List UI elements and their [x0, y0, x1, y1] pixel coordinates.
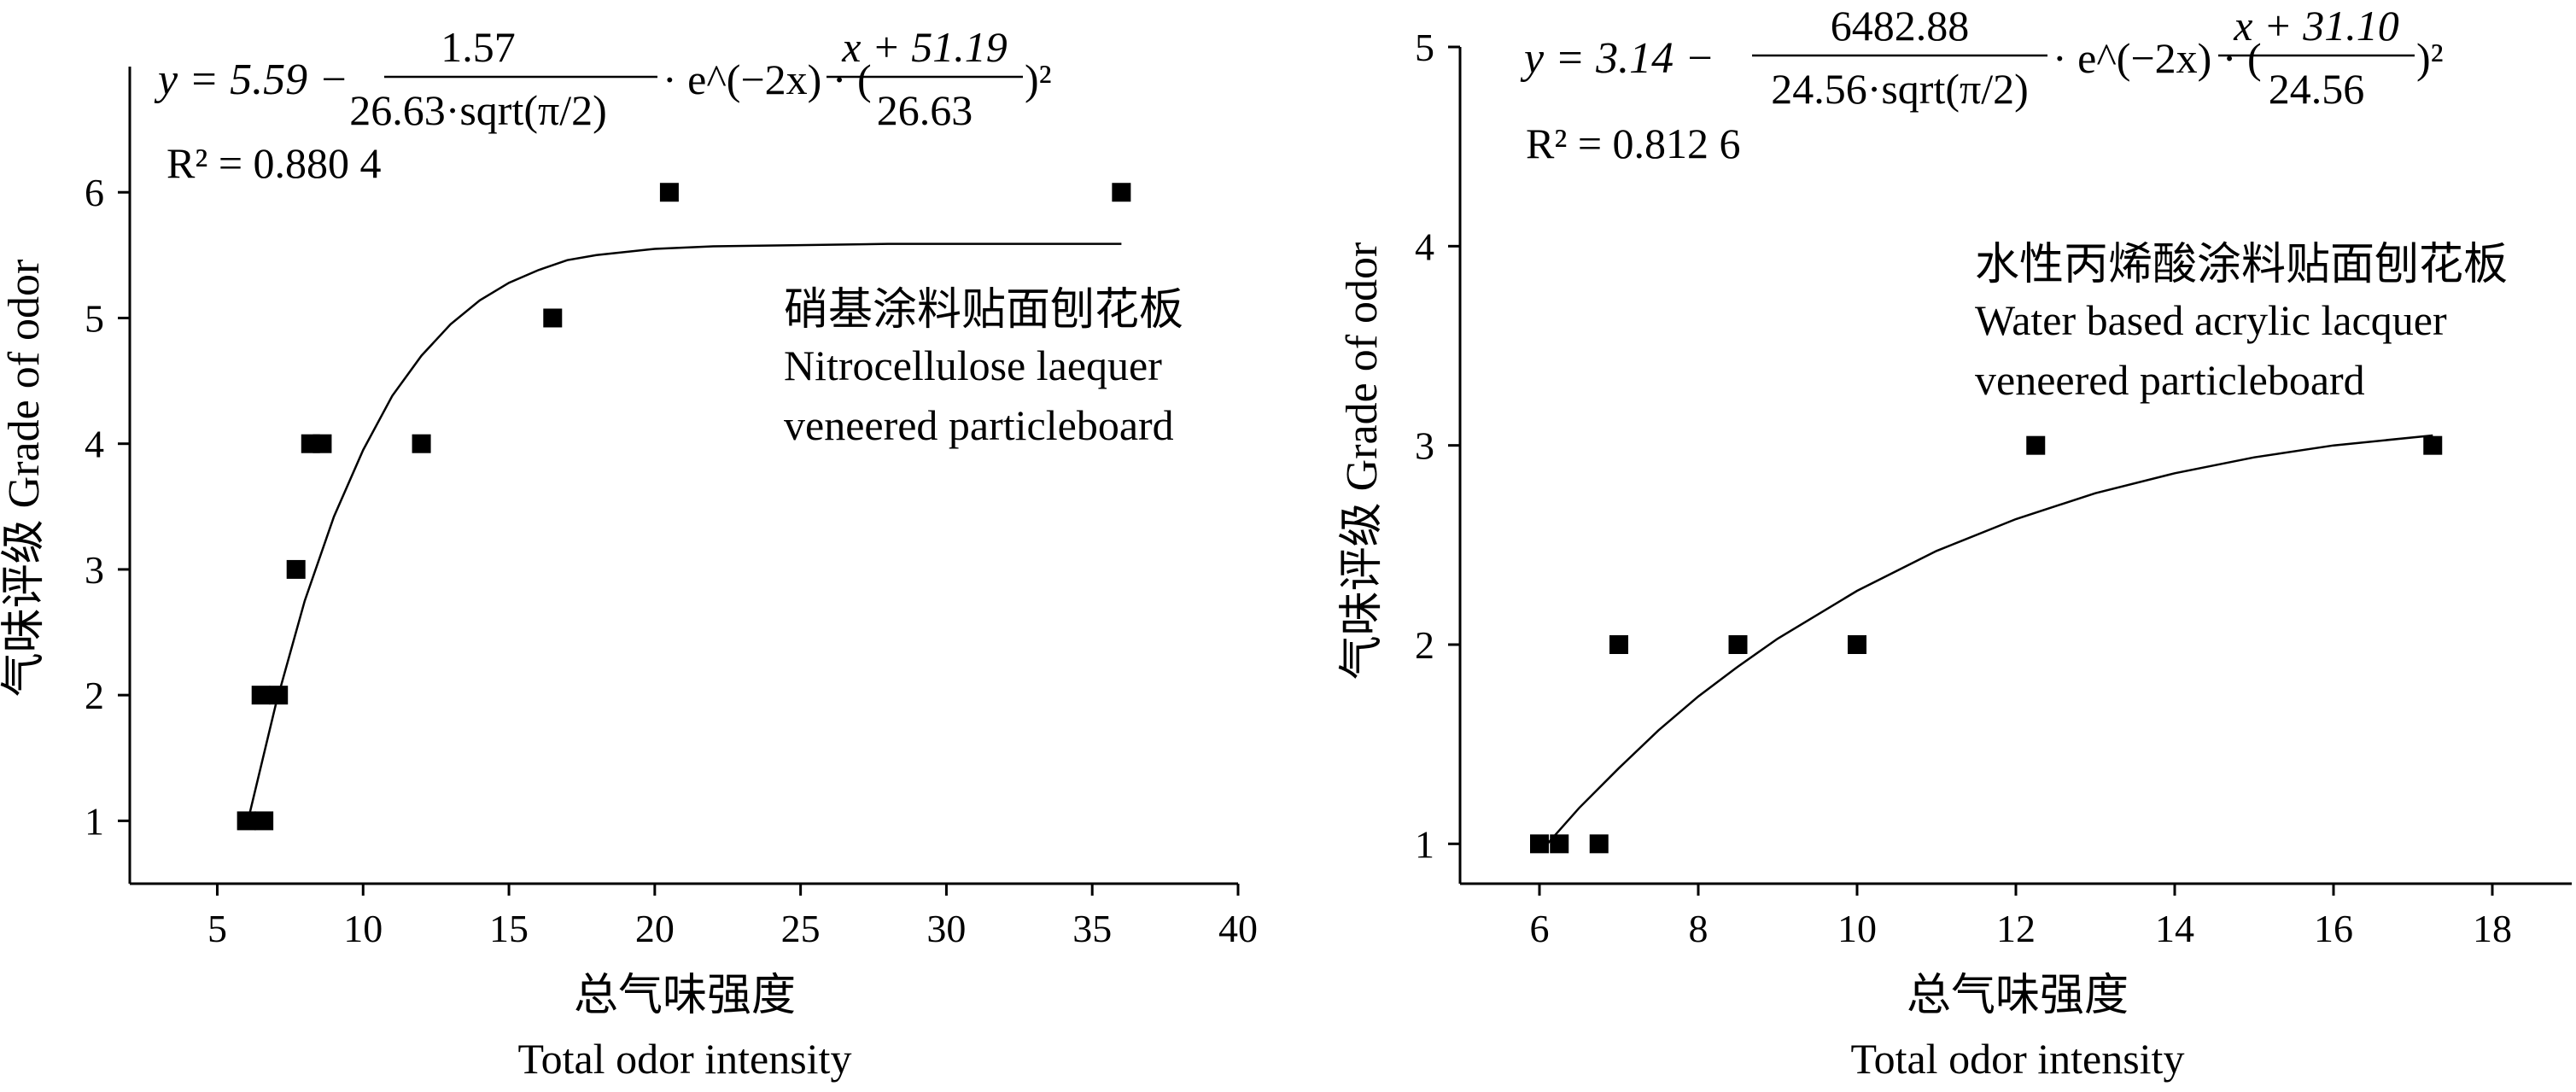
right-eq-den1: 24.56·sqrt(π/2) [1771, 65, 2029, 113]
left-data-point [254, 811, 274, 831]
left-x-tick-label: 35 [1072, 907, 1112, 950]
right-x-tick-label: 6 [1530, 907, 1550, 950]
right-y-tick-label: 1 [1415, 822, 1434, 866]
left-y-tick-label: 2 [85, 674, 104, 717]
right-data-point [1728, 635, 1748, 654]
left-eq-den1: 26.63·sqrt(π/2) [349, 86, 607, 134]
right-data-point [2026, 435, 2046, 455]
right-fit-curve [1546, 434, 2433, 845]
left-x-tick-label: 10 [343, 907, 383, 950]
left-x-tick-label: 20 [635, 907, 675, 950]
left-data-point [543, 308, 563, 328]
left-equation: y = 5.59 − 1.57 26.63·sqrt(π/2) · e^(−2x… [154, 23, 1052, 134]
left-y-tick-label: 5 [85, 296, 104, 340]
right-annotation-en2: veneered particleboard [1975, 356, 2365, 404]
right-x-tick-label: 10 [1837, 907, 1877, 950]
right-eq-lhs: y = 3.14 − [1520, 34, 1714, 83]
right-data-point [1550, 834, 1569, 854]
right-y-tick-label: 5 [1415, 26, 1434, 69]
right-x-label-en: Total odor intensity [1851, 1035, 2185, 1083]
right-y-tick-label: 3 [1415, 424, 1434, 468]
left-x-tick-label: 15 [489, 907, 529, 950]
left-x-tick-label: 5 [207, 907, 227, 950]
left-eq-mid: · e^(−2x) · ( [663, 55, 872, 103]
left-x-label-en: Total odor intensity [518, 1035, 852, 1083]
left-x-tick-label: 30 [926, 907, 966, 950]
left-r2-label: R² = 0.880 4 [166, 139, 382, 187]
left-y-ticks: 1 2 3 4 5 6 [85, 171, 130, 843]
left-chart-panel: 5 10 15 20 25 30 35 40 1 2 3 4 5 6 y = 5.59 − 1.57 2… [0, 23, 1258, 1083]
right-x-tick-label: 14 [2155, 907, 2194, 950]
right-data-points [1530, 435, 2443, 854]
right-eq-num2: x + 31.10 [2233, 2, 2398, 50]
right-x-label-cn: 总气味强度 [1907, 972, 2129, 1020]
left-annotation-en1: Nitrocellulose laequer [784, 342, 1162, 389]
right-eq-num1: 6482.88 [1831, 2, 1970, 50]
right-y-ticks: 1 2 3 4 5 [1415, 26, 1460, 866]
left-y-tick-label: 3 [85, 548, 104, 592]
left-eq-lhs: y = 5.59 − [154, 55, 348, 104]
left-data-point [237, 811, 256, 831]
right-eq-den2: 24.56 [2269, 65, 2365, 113]
left-y-label: 气味评级 Grade of odor [0, 260, 49, 698]
right-x-tick-label: 18 [2473, 907, 2512, 950]
right-annotation-en1: Water based acrylic lacquer [1975, 296, 2447, 344]
right-data-point [1530, 834, 1549, 854]
left-data-points [237, 183, 1131, 831]
left-data-point [286, 559, 306, 579]
left-annotation-cn: 硝基涂料贴面刨花板 [784, 286, 1183, 335]
right-data-point [1848, 635, 1866, 654]
left-data-point [313, 434, 332, 453]
right-x-tick-label: 16 [2314, 907, 2353, 950]
right-x-tick-label: 8 [1689, 907, 1709, 950]
right-annotation-cn: 水性丙烯酸涂料贴面刨花板 [1975, 241, 2508, 289]
left-y-tick-label: 6 [85, 171, 104, 214]
left-data-point [269, 686, 289, 705]
right-x-ticks: 6 8 10 12 14 16 18 [1530, 884, 2512, 950]
left-x-tick-label: 25 [781, 907, 821, 950]
right-x-tick-label: 12 [1996, 907, 2036, 950]
left-data-point [659, 183, 679, 202]
right-r2-label: R² = 0.812 6 [1526, 120, 1741, 167]
left-y-tick-label: 4 [85, 423, 104, 466]
right-data-point [1609, 635, 1628, 654]
right-data-point [2423, 435, 2443, 455]
right-equation: y = 3.14 − 6482.88 24.56·sqrt(π/2) · e^(… [1520, 2, 2444, 113]
left-data-point [1112, 183, 1131, 202]
left-annotation-en2: veneered particleboard [784, 401, 1174, 449]
left-eq-tail: )² [1025, 55, 1052, 103]
right-data-point [1589, 834, 1609, 854]
right-eq-tail: )² [2416, 34, 2444, 82]
left-x-ticks: 5 10 15 20 25 30 35 40 [207, 884, 1258, 950]
left-y-tick-label: 1 [85, 799, 104, 843]
right-eq-mid: · e^(−2x) · ( [2053, 34, 2262, 82]
left-eq-num2: x + 51.19 [841, 23, 1007, 71]
left-x-label-cn: 总气味强度 [574, 972, 796, 1020]
right-y-tick-label: 2 [1415, 623, 1434, 667]
left-data-point [412, 434, 431, 453]
left-fit-curve [245, 242, 1122, 827]
right-y-label: 气味评级 Grade of odor [1338, 242, 1387, 680]
right-y-tick-label: 4 [1415, 225, 1434, 268]
left-x-tick-label: 40 [1218, 907, 1258, 950]
left-eq-den2: 26.63 [877, 86, 973, 134]
left-data-point [251, 686, 271, 705]
left-eq-num1: 1.57 [441, 23, 516, 71]
